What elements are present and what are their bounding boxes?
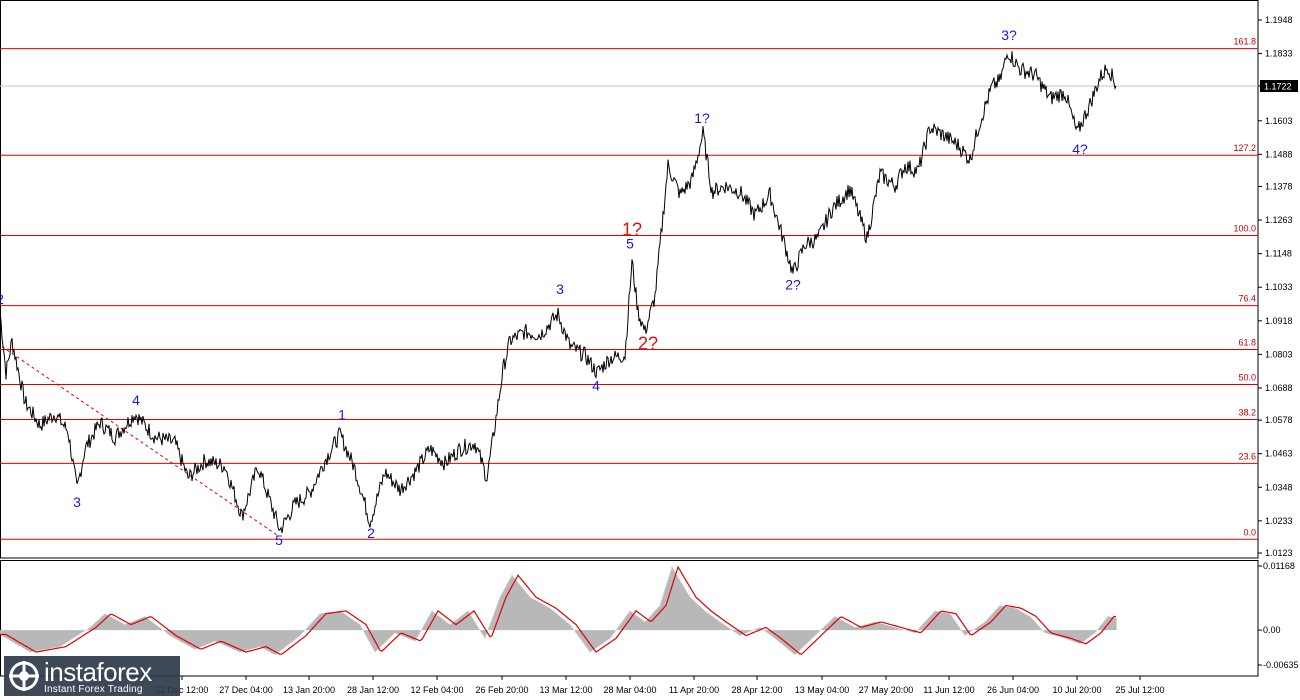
fib-level-label: 100.0 [1233, 224, 1256, 234]
x-tick-label: 11 Dec 12:00 [156, 685, 209, 695]
x-tick-label: 27 Dec 04:00 [219, 685, 273, 695]
trend-line [1, 346, 280, 537]
y-tick-label: 1.0233 [1265, 516, 1293, 526]
oscillator-panel-frame [0, 560, 1259, 677]
fib-level-label: 50.0 [1238, 372, 1256, 382]
oscillator-histogram [0, 567, 1117, 655]
fib-level-label: 76.4 [1238, 294, 1256, 304]
y-tick-label: 1.1148 [1265, 249, 1292, 259]
logo-text: instaforex [44, 657, 152, 687]
y-tick-label: 1.1833 [1265, 49, 1293, 59]
x-tick-label: 28 Apr 12:00 [731, 685, 782, 695]
y-tick-label: 1.0578 [1265, 415, 1293, 425]
wave-label: 5 [626, 236, 634, 252]
wave-label: 1? [694, 110, 710, 126]
main-panel-frame [0, 0, 1259, 559]
x-tick-label: 28 Mar 04:00 [603, 685, 656, 695]
current-price-label: 1.1722 [1264, 82, 1292, 92]
wave-label: 1? [622, 220, 642, 240]
osc-tick-label: 0.01168 [1263, 561, 1295, 571]
osc-tick-label: 0.00 [1263, 625, 1281, 635]
wave-label: 2 [367, 525, 375, 541]
logo-subtitle: Instant Forex Trading [44, 684, 143, 695]
wave-label: 5 [275, 532, 283, 548]
wave-label: 4 [592, 377, 600, 393]
x-tick-label: 25 Jul 12:00 [1115, 685, 1164, 695]
x-tick-label: 28 Jan 12:00 [347, 685, 399, 695]
wave-label: 3 [73, 494, 81, 510]
current-price-box [1260, 80, 1298, 93]
y-tick-label: 1.0463 [1265, 449, 1293, 459]
x-tick-label: 10 Jul 20:00 [1052, 685, 1101, 695]
y-tick-label: 1.1488 [1265, 149, 1293, 159]
x-tick-label: 13 Jan 20:00 [283, 685, 335, 695]
y-tick-label: 1.1263 [1265, 215, 1293, 225]
fib-level-label: 23.6 [1238, 451, 1256, 461]
fib-level-label: 38.2 [1238, 408, 1256, 418]
price-series-line [0, 51, 1117, 534]
wave-label: 2? [785, 277, 801, 293]
y-tick-label: 1.1603 [1265, 116, 1293, 126]
wave-label: 3? [1001, 27, 1017, 43]
x-tick-label: 12 Feb 04:00 [410, 685, 463, 695]
fib-level-label: 127.2 [1233, 143, 1256, 153]
wave-label: 4? [1072, 141, 1088, 157]
y-tick-label: 1.1033 [1265, 282, 1293, 292]
x-tick-label: 26 Feb 20:00 [475, 685, 528, 695]
fib-level-label: 161.8 [1233, 37, 1256, 47]
y-tick-label: 1.0348 [1265, 482, 1293, 492]
x-tick-label: 11 Apr 20:00 [669, 685, 719, 695]
y-tick-label: 1.0688 [1265, 383, 1293, 393]
y-tick-label: 1.0123 [1265, 548, 1293, 558]
osc-tick-label: -0.00635 [1263, 660, 1299, 670]
x-tick-label: 26 Jun 04:00 [987, 685, 1039, 695]
x-tick-label: 27 May 20:00 [859, 685, 914, 695]
y-tick-label: 1.1948 [1265, 15, 1293, 25]
y-tick-label: 1.0803 [1265, 349, 1293, 359]
y-tick-label: 1.1378 [1265, 181, 1293, 191]
wave-label: 4 [132, 392, 140, 408]
x-tick-label: 13 Mar 12:00 [539, 685, 592, 695]
wave-label: 1 [338, 407, 346, 423]
logo-icon [9, 661, 39, 691]
y-tick-label: 1.0918 [1265, 316, 1293, 326]
wave-label: 2? [638, 333, 658, 353]
fib-level-label: 61.8 [1238, 337, 1256, 347]
wave-label: 2 [0, 291, 4, 307]
x-tick-label: 11 Jun 12:00 [923, 685, 974, 695]
wave-label: 3 [556, 281, 564, 297]
fib-level-label: 0.0 [1243, 527, 1256, 537]
x-tick-label: 13 May 04:00 [795, 685, 850, 695]
oscillator-signal-line [0, 565, 1117, 655]
